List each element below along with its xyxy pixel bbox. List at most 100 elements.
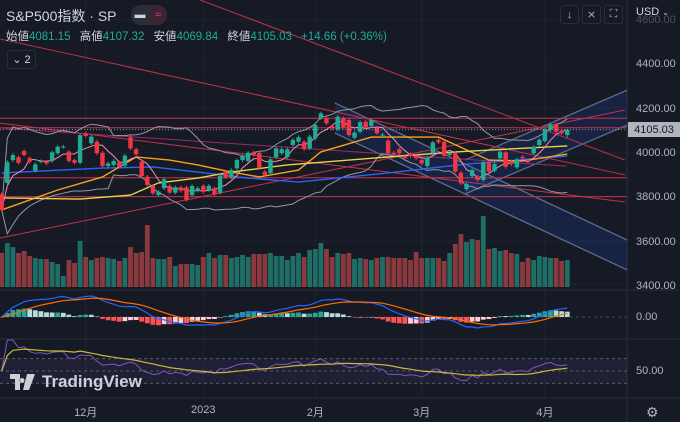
macd-histogram-bar <box>469 317 475 322</box>
macd-histogram-bar <box>318 311 324 317</box>
volume-bar <box>536 256 542 287</box>
volume-bar <box>55 264 61 287</box>
volume-bar <box>553 258 559 287</box>
volume-bar <box>212 258 217 287</box>
candle-body <box>27 158 32 162</box>
tradingview-logo[interactable]: TradingView <box>10 372 142 392</box>
volume-bar <box>357 258 363 287</box>
macd-histogram-bar <box>195 317 201 321</box>
candle-body <box>279 149 284 154</box>
volume-bar <box>408 260 413 287</box>
candle-body <box>374 127 380 134</box>
trend-line <box>0 38 626 176</box>
candle-body <box>520 156 525 159</box>
macd-histogram-bar <box>178 317 184 323</box>
volume-bar <box>150 258 156 287</box>
volume-bar <box>329 257 335 287</box>
moving-average-line <box>1 145 568 200</box>
volume-bar <box>301 257 307 287</box>
macd-histogram-bar <box>380 317 385 320</box>
macd-histogram-bar <box>520 314 525 317</box>
macd-histogram-bar <box>21 308 27 317</box>
macd-histogram-bar <box>217 317 223 318</box>
candle-body <box>10 154 16 161</box>
volume-bar <box>195 265 201 287</box>
volume-bar <box>49 262 55 287</box>
volume-bar <box>531 260 537 287</box>
macd-histogram-bar <box>100 317 105 319</box>
candle-body <box>167 186 172 193</box>
volume-bar <box>122 258 128 287</box>
volume-bar <box>156 259 161 287</box>
candle-body <box>397 149 402 154</box>
candle-body <box>61 146 66 148</box>
candle-body <box>240 156 245 161</box>
volume-bar <box>66 260 72 287</box>
volume-bar <box>184 264 189 287</box>
currency-selector[interactable]: USD ⌄ <box>636 6 669 18</box>
macd-histogram-bar <box>251 311 257 317</box>
candle-body <box>21 151 27 155</box>
macd-histogram-bar <box>475 317 481 322</box>
candle-body <box>44 161 49 164</box>
fullscreen-button[interactable]: ⛶ <box>604 5 623 24</box>
candle-body <box>83 133 88 136</box>
candle-body <box>408 154 413 157</box>
chevron-down-icon: ⌄ <box>12 54 22 66</box>
volume-bar <box>223 255 229 287</box>
indicator-count: 2 <box>24 53 31 66</box>
macd-histogram-bar <box>430 317 436 321</box>
macd-histogram-bar <box>553 310 559 317</box>
macd-histogram-bar <box>139 317 145 322</box>
volume-bar <box>447 253 453 287</box>
change-value: +14.66 (+0.36%) <box>301 31 387 43</box>
volume-bar <box>492 248 497 287</box>
macd-histogram-bar <box>363 317 369 318</box>
volume-bar <box>161 259 167 287</box>
macd-histogram-bar <box>408 317 413 324</box>
volume-bar <box>525 258 531 287</box>
macd-histogram-bar <box>424 317 430 323</box>
macd-histogram-bar <box>385 317 391 322</box>
bar-mode-icon[interactable]: ▬ <box>134 9 146 21</box>
settings-gear-icon[interactable]: ⚙ <box>646 404 659 420</box>
symbol-title[interactable]: S&P500指数 · SP <box>6 8 117 24</box>
volume-bar <box>307 250 313 287</box>
volume-bar <box>352 259 357 287</box>
candle-body <box>380 134 385 136</box>
candle-body <box>525 160 531 162</box>
macd-histogram-bar <box>156 317 161 326</box>
volume-bar <box>262 254 268 287</box>
candle-body <box>72 160 77 163</box>
candle-body <box>55 146 60 154</box>
bollinger-upper <box>1 104 568 210</box>
volume-bar <box>559 261 565 287</box>
macd-histogram-bar <box>184 317 189 324</box>
macd-histogram-bar <box>391 317 397 323</box>
candle-body <box>464 184 469 190</box>
indicators-collapse-button[interactable]: ⌄ 2 <box>7 50 36 69</box>
macd-histogram-bar <box>441 317 447 320</box>
wave-mode-icon[interactable]: ≈ <box>149 5 167 25</box>
macd-histogram-bar <box>38 311 44 317</box>
candle-body <box>201 185 206 192</box>
volume-bar <box>94 258 100 287</box>
macd-histogram-bar <box>116 317 122 322</box>
candle-body <box>89 136 94 144</box>
arrow-down-icon: ↓ <box>566 8 573 21</box>
trend-line <box>0 109 626 239</box>
macd-histogram-bar <box>111 317 117 321</box>
candle-body <box>453 153 458 172</box>
chart-mode-toggle[interactable]: ▬ ≈ <box>131 5 167 25</box>
candle-body <box>77 135 83 163</box>
time-axis-label: 4月 <box>536 407 554 419</box>
candle-body <box>531 146 536 154</box>
logo-text: TradingView <box>42 372 142 391</box>
arrow-down-button[interactable]: ↓ <box>560 5 579 24</box>
volume-bar <box>44 259 49 287</box>
candle-body <box>441 141 447 156</box>
volume-bar <box>503 250 509 287</box>
collapse-button[interactable]: ⨯ <box>582 5 601 24</box>
currency-label: USD <box>636 6 660 18</box>
